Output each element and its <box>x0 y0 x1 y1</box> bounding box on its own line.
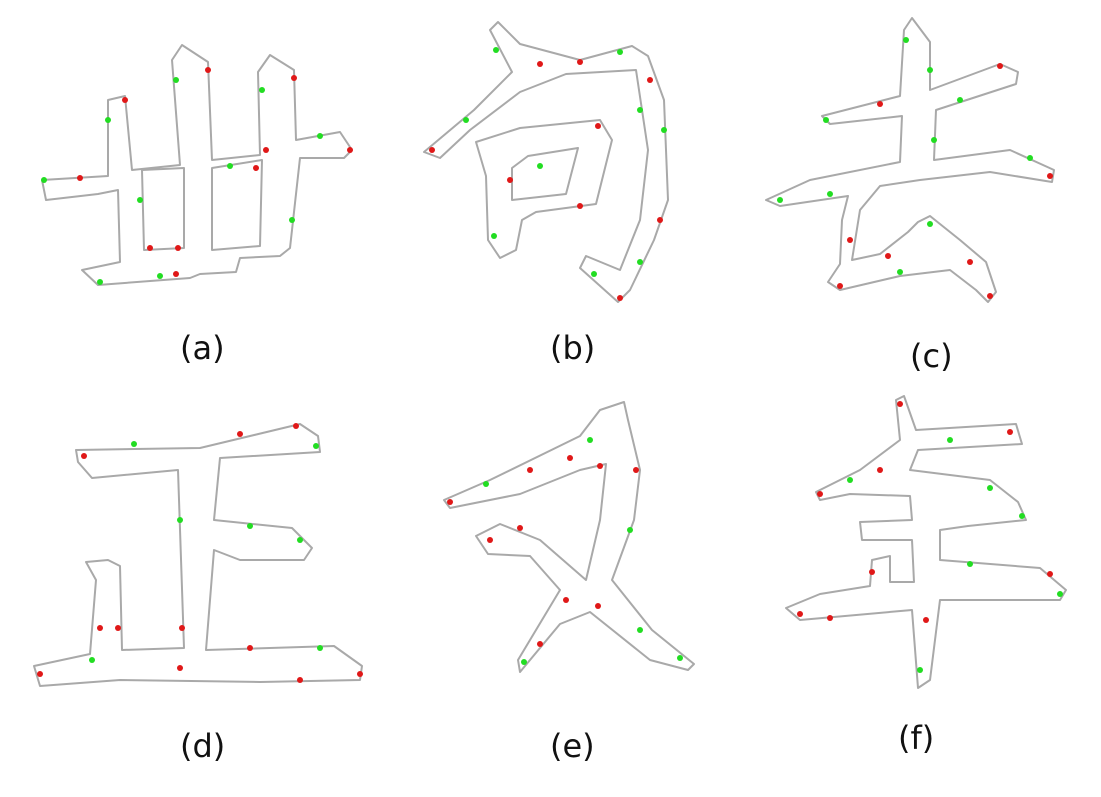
marks-c <box>777 37 1053 299</box>
marks-e <box>447 437 683 665</box>
marks-a <box>41 67 353 285</box>
panel-label-e: (e) <box>550 727 595 765</box>
marks-d <box>37 423 363 683</box>
panel-label-c: (c) <box>910 337 953 375</box>
panel-label-b: (b) <box>550 329 596 367</box>
marks-b <box>429 47 667 301</box>
panel-label-a: (a) <box>180 329 225 367</box>
marks-f <box>797 401 1063 673</box>
panel-label-f: (f) <box>898 719 935 757</box>
panel-label-d: (d) <box>180 727 226 765</box>
